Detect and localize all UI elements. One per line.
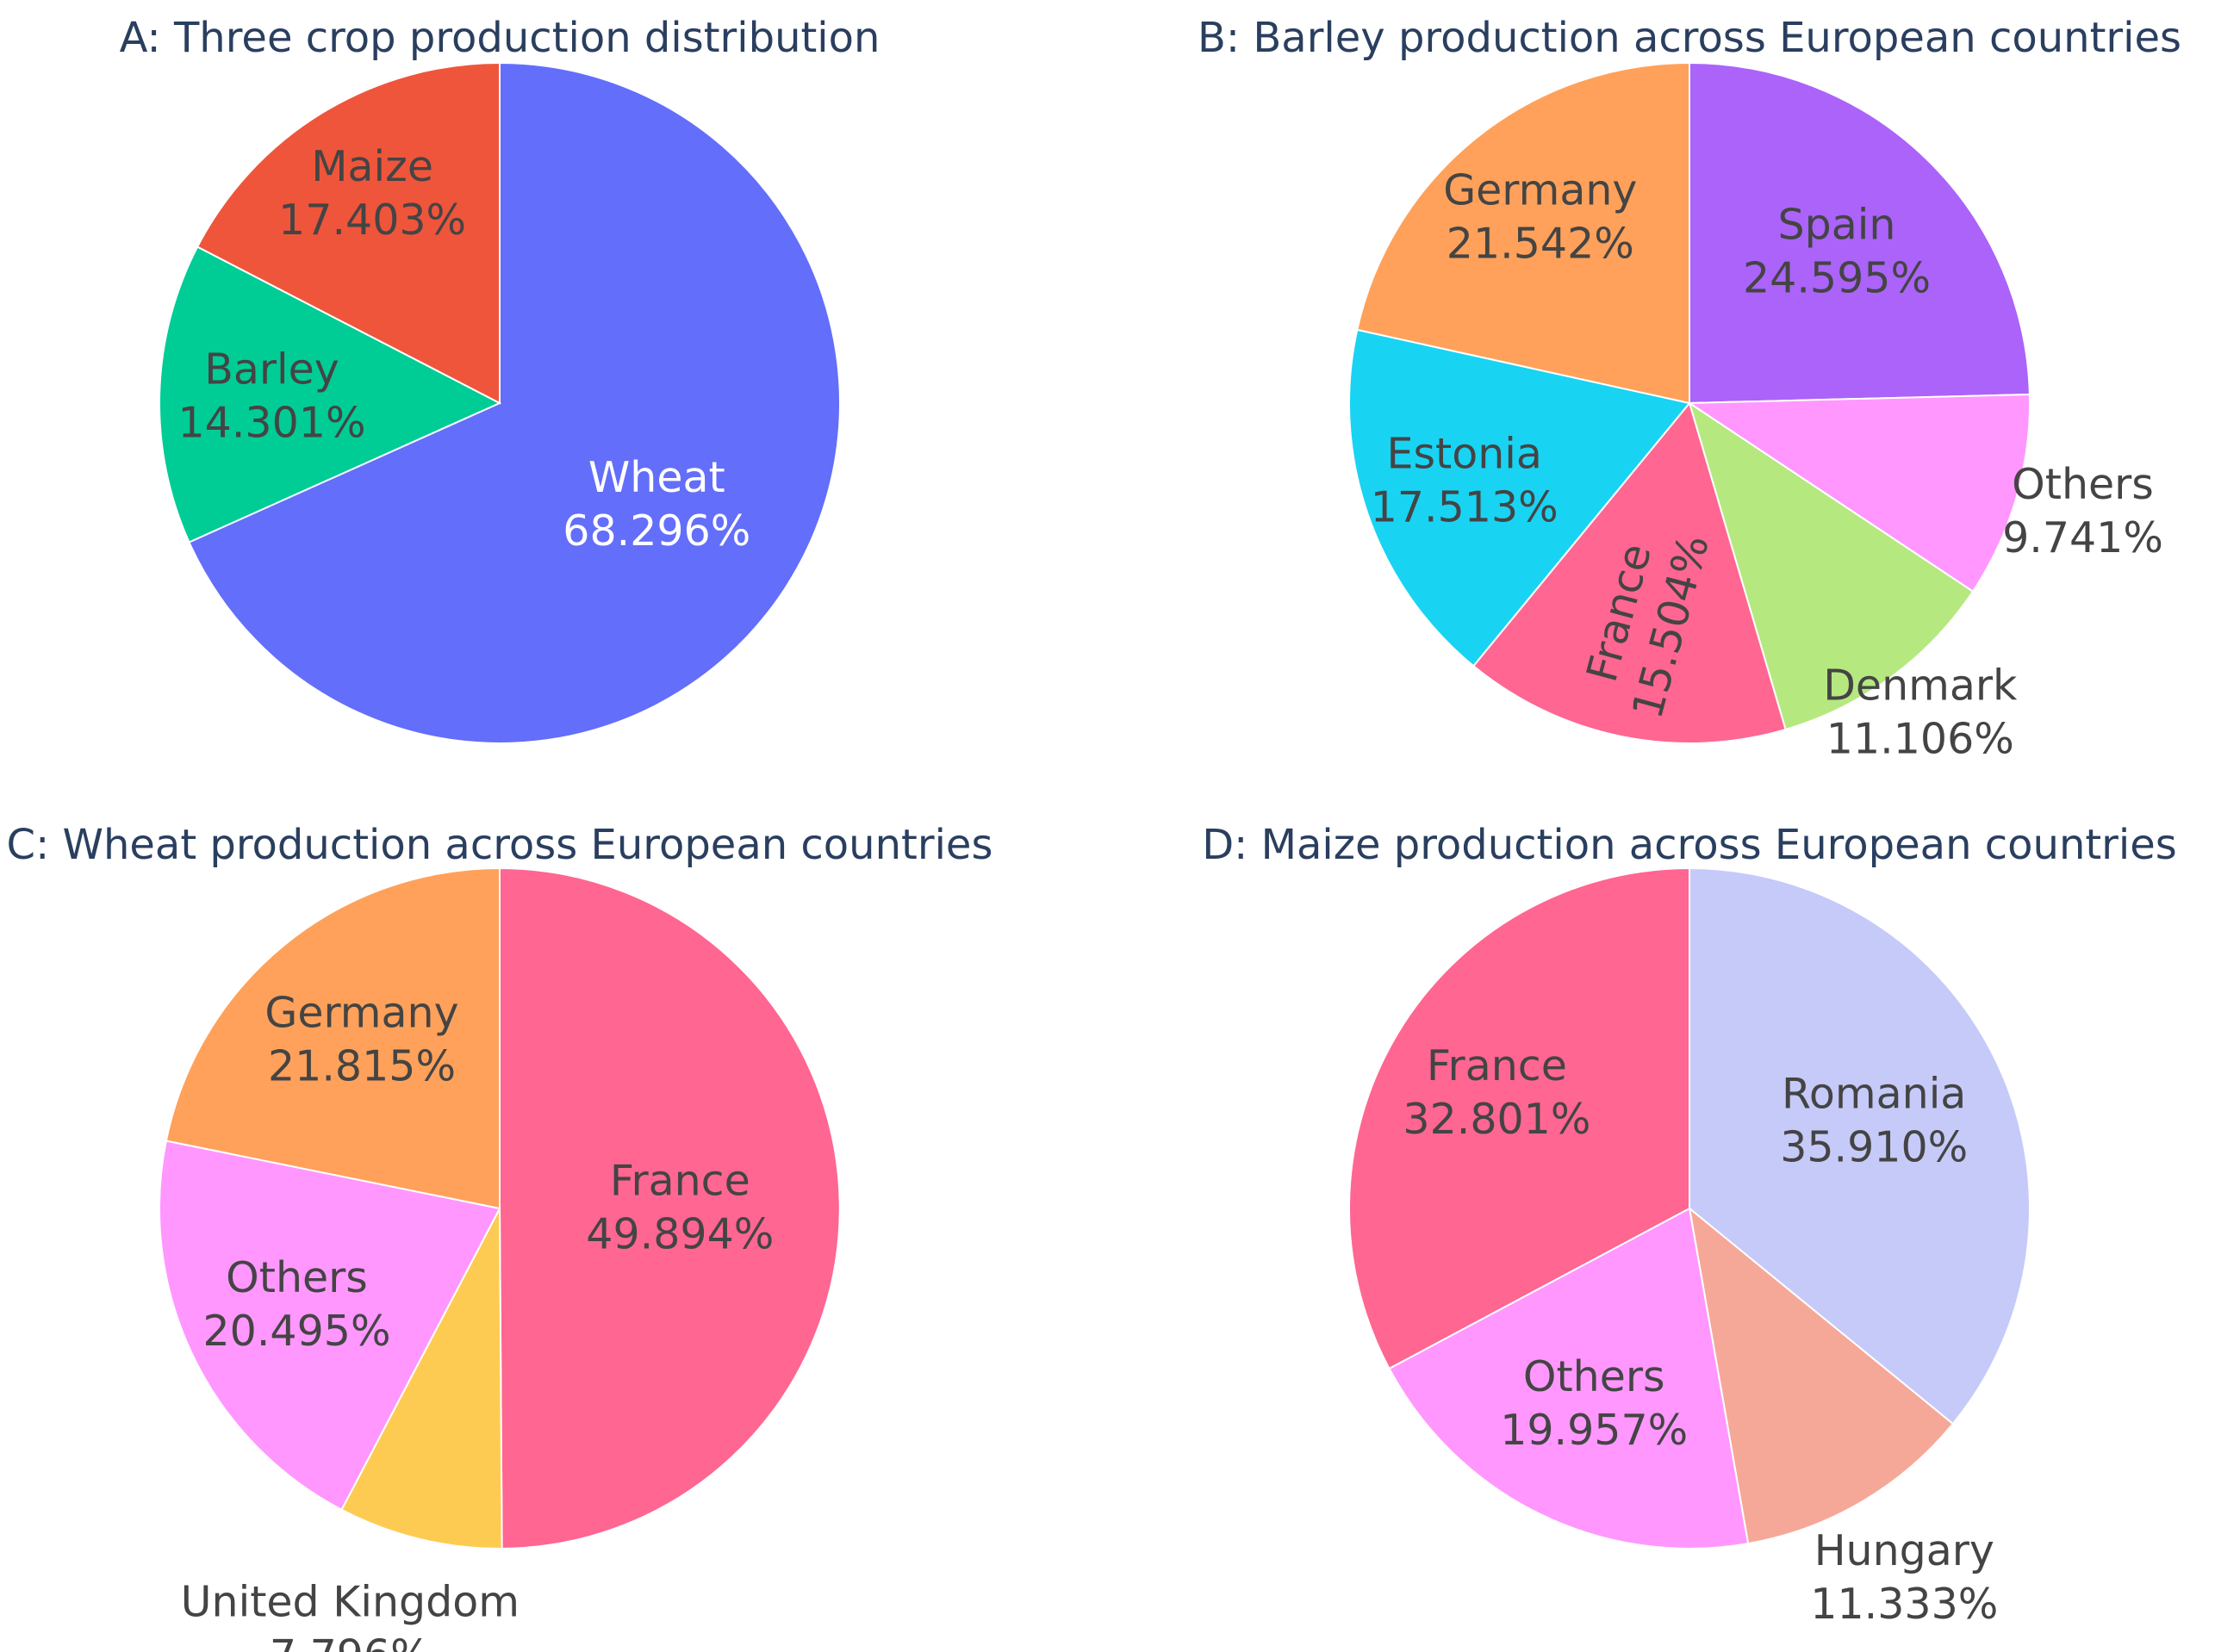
slice-label-value: 35.910% [1780,1123,1968,1172]
slice-label-name: Denmark [1823,661,2018,711]
slice-label: Others 20.495% [202,1253,390,1356]
slice-label-value: 20.495% [202,1307,390,1356]
pie-chart-a: A: Three crop production distribution Whe… [120,14,880,744]
slice-label: Maize 17.403% [278,142,466,245]
slice-label-name: Germany [1443,165,1637,214]
pie-slice-germany[interactable] [1356,61,1690,405]
slice-label-name: Romania [1782,1070,1966,1119]
pie-slice-wheat[interactable] [188,61,841,744]
slice-label-value: 32.801% [1403,1095,1590,1144]
slice-label-name: Barley [204,345,339,394]
pie-slice-denmark[interactable] [1688,401,1975,731]
slice-label-name: Others [226,1253,368,1302]
slice-label-name: Hungary [1814,1526,1994,1575]
slice-label-name: Wheat [588,453,725,502]
slice-label-name: Estonia [1387,429,1542,478]
pie-slice-germany[interactable] [165,866,501,1210]
pie-slice-others[interactable] [1388,1207,1750,1550]
pie-slice-barley[interactable] [159,245,502,543]
slice-label-value: 24.595% [1743,254,1931,303]
slice-label-value: 9.741% [2002,513,2163,562]
pie-slice-hungary[interactable] [1688,1206,1955,1545]
slice-label: Germany 21.542% [1443,165,1637,268]
slice-label: Hungary 11.333% [1810,1526,1998,1629]
pie-slice-france[interactable] [1348,866,1690,1370]
slice-label-value: 49.894% [586,1209,774,1258]
slice-label-name: France [610,1156,750,1205]
slice-label-value: 21.815% [268,1041,456,1090]
pie-chart-c: C: Wheat production across European coun… [7,821,993,1652]
chart-title: A: Three crop production distribution [120,14,880,62]
pie-slice-others[interactable] [1686,393,2031,593]
slice-label-name: Others [2012,460,2154,509]
pie-slice-united-kingdom[interactable] [340,1208,503,1550]
slice-label-name: United Kingdom [181,1577,520,1626]
pie-slice-spain[interactable] [1689,61,2031,405]
slice-label-value: 14.301% [177,399,365,448]
slice-label-value: 7.796% [270,1630,431,1652]
pie-slice-france[interactable] [1471,401,1787,744]
slice-label-value: 17.403% [278,196,466,245]
slice-label-name: France [1427,1041,1567,1090]
pie-slice-romania[interactable] [1689,866,2031,1425]
slice-label: Barley 14.301% [177,345,365,448]
chart-title: B: Barley production across European cou… [1198,14,2181,62]
pie-chart-b: B: Barley production across European cou… [1198,14,2181,764]
slice-label-value: 68.296% [563,506,750,556]
slice-label-name: Germany [264,988,458,1037]
slice-label: France 32.801% [1403,1041,1590,1144]
slice-label-value: 11.333% [1810,1580,1998,1629]
slice-label-value: 17.513% [1371,482,1559,531]
slice-label-name: Spain [1778,201,1896,250]
slice-label: Others 19.957% [1500,1352,1688,1455]
pie-chart-d: D: Maize production across European coun… [1202,821,2177,1629]
slice-label: United Kingdom 7.796% [181,1577,520,1652]
slice-label-name: Maize [311,142,433,191]
chart-title: C: Wheat production across European coun… [7,821,993,869]
pie-slice-maize[interactable] [196,61,501,405]
pie-slice-france[interactable] [499,866,841,1550]
slice-label-value: 11.106% [1826,715,2014,764]
slice-label-name: Others [1523,1352,1665,1401]
chart-title: D: Maize production across European coun… [1202,821,2177,869]
pie-slice-estonia[interactable] [1348,328,1691,668]
pie-slice-others[interactable] [159,1140,501,1512]
slice-label-value: 21.542% [1447,219,1634,268]
slice-label-value: 19.957% [1500,1406,1688,1455]
